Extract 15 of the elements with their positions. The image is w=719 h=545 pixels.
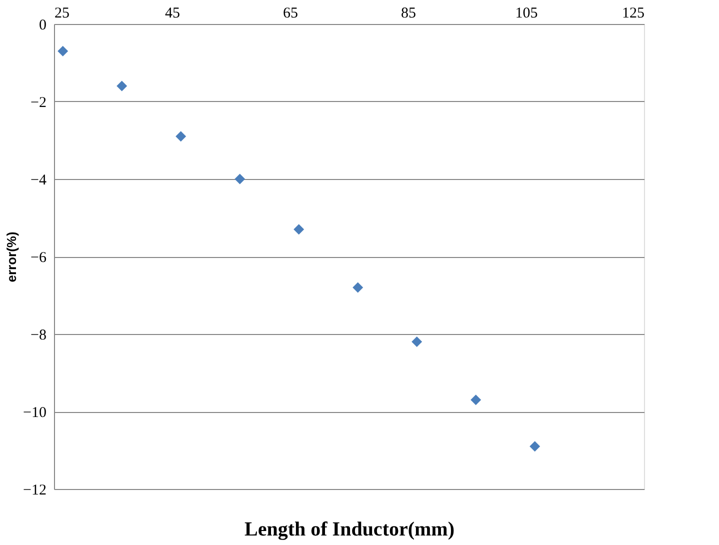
x-tick-label: 85	[401, 6, 416, 22]
y-tick-label: −8	[30, 328, 46, 344]
y-tick-label: −10	[23, 405, 46, 421]
x-tick-label: 65	[283, 6, 298, 22]
x-tick-label: 45	[165, 6, 180, 22]
y-tick-label: −4	[30, 172, 47, 188]
y-axis-title: error(%)	[4, 232, 20, 282]
y-tick-label: 0	[39, 18, 46, 34]
x-tick-label: 105	[515, 6, 538, 22]
y-tick-label: −12	[23, 482, 46, 498]
x-axis-title: Length of Inductor(mm)	[244, 518, 454, 540]
x-tick-label: 125	[622, 6, 644, 22]
y-tick-label: −2	[30, 95, 46, 111]
x-tick-label: 25	[54, 6, 70, 22]
y-tick-label: −6	[30, 250, 47, 266]
